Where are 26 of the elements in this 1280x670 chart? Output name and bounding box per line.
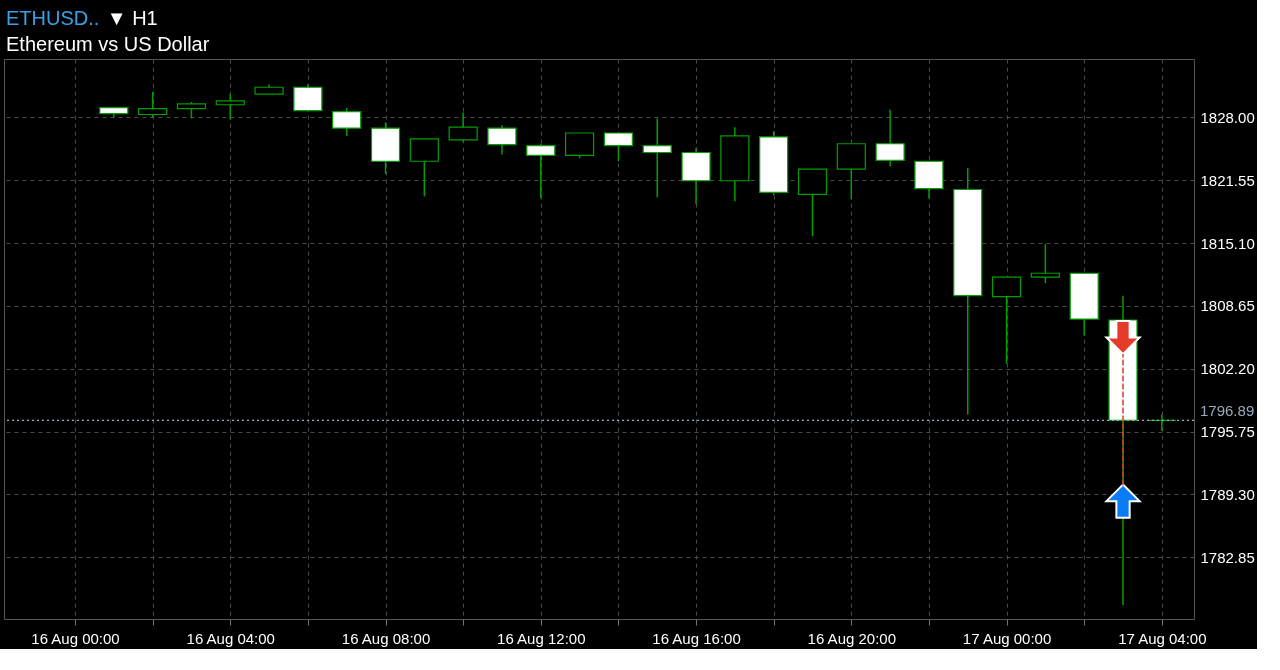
chart-subtitle: Ethereum vs US Dollar — [6, 33, 210, 55]
candlestick — [1030, 243, 1060, 284]
x-tick-label: 16 Aug 04:00 — [186, 629, 275, 647]
candlestick — [138, 91, 168, 119]
x-tick-label: 16 Aug 00:00 — [31, 629, 120, 647]
x-tick-label: 16 Aug 12:00 — [497, 629, 586, 647]
text: ▼ H1 — [106, 7, 158, 29]
y-tick-label: 1815.10 — [1200, 234, 1255, 252]
y-tick-label: 1782.85 — [1200, 548, 1255, 566]
candlestick — [642, 117, 672, 199]
x-tick-label: 16 Aug 08:00 — [341, 629, 431, 647]
y-tick-label: 1802.20 — [1200, 360, 1255, 378]
candlestick — [1147, 413, 1177, 432]
chart-title: ETHUSD.. — [6, 7, 100, 29]
ref-line-label: 1796.89 — [1200, 402, 1255, 420]
x-tick-label: 16 Aug 20:00 — [807, 629, 897, 647]
x-tick-label: 17 Aug 00:00 — [962, 629, 1052, 647]
candlestick — [215, 93, 245, 121]
x-tick-label: 17 Aug 04:00 — [1118, 629, 1207, 647]
y-tick-label: 1789.30 — [1200, 485, 1255, 503]
candlestick — [526, 142, 556, 200]
y-tick-label: 1795.75 — [1200, 423, 1255, 441]
y-tick-label: 1808.65 — [1200, 297, 1255, 315]
y-tick-label: 1828.00 — [1200, 108, 1255, 126]
x-tick-label: 16 Aug 16:00 — [652, 629, 741, 647]
y-tick-label: 1821.55 — [1200, 171, 1255, 189]
